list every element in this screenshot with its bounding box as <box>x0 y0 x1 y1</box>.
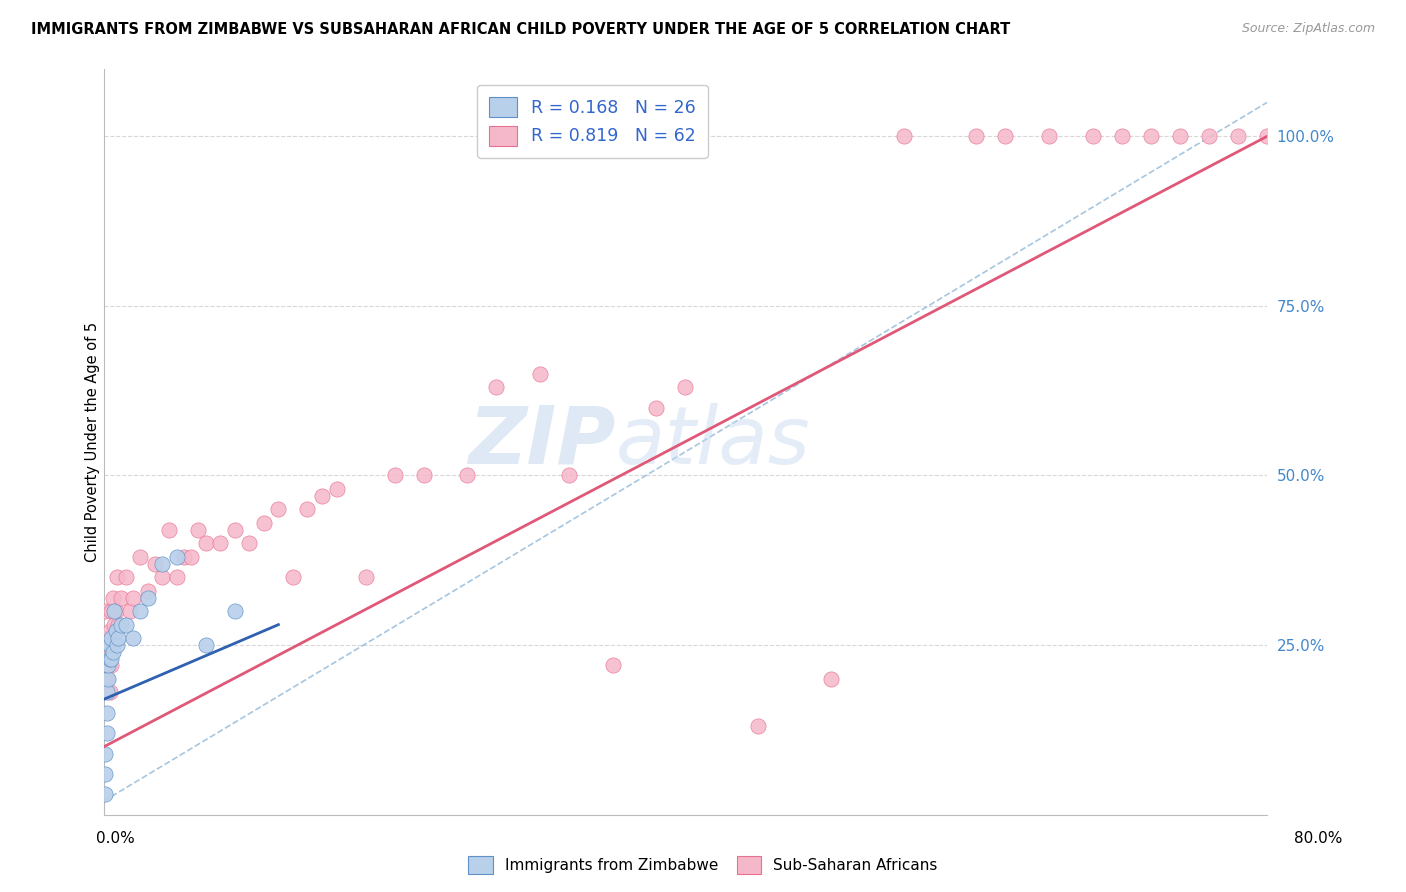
Point <box>224 523 246 537</box>
Point <box>166 570 188 584</box>
Point <box>105 638 128 652</box>
Point <box>98 638 121 652</box>
Text: 80.0%: 80.0% <box>1295 831 1343 846</box>
Point <box>98 624 121 639</box>
Point <box>893 129 915 144</box>
Point <box>104 604 127 618</box>
Point <box>297 502 319 516</box>
Text: 0.0%: 0.0% <box>96 831 135 846</box>
Point <box>101 591 124 605</box>
Point <box>143 557 166 571</box>
Point <box>1168 129 1191 144</box>
Point <box>100 604 122 618</box>
Point <box>96 672 118 686</box>
Point <box>1226 129 1249 144</box>
Point <box>675 380 697 394</box>
Point <box>529 367 551 381</box>
Text: IMMIGRANTS FROM ZIMBABWE VS SUBSAHARAN AFRICAN CHILD POVERTY UNDER THE AGE OF 5 : IMMIGRANTS FROM ZIMBABWE VS SUBSAHARAN A… <box>31 22 1010 37</box>
Point <box>97 672 120 686</box>
Y-axis label: Child Poverty Under the Age of 5: Child Poverty Under the Age of 5 <box>86 321 100 562</box>
Point <box>965 129 987 144</box>
Point <box>1081 129 1104 144</box>
Point <box>209 536 232 550</box>
Point <box>96 685 118 699</box>
Point <box>110 617 132 632</box>
Point <box>94 658 117 673</box>
Text: Source: ZipAtlas.com: Source: ZipAtlas.com <box>1241 22 1375 36</box>
Point <box>180 549 202 564</box>
Point <box>97 638 120 652</box>
Point <box>1256 129 1278 144</box>
Point <box>101 638 124 652</box>
Point <box>354 570 377 584</box>
Point <box>194 638 217 652</box>
Point <box>94 787 117 801</box>
Legend: Immigrants from Zimbabwe, Sub-Saharan Africans: Immigrants from Zimbabwe, Sub-Saharan Af… <box>463 850 943 880</box>
Point <box>311 489 333 503</box>
Point <box>1038 129 1060 144</box>
Point <box>105 570 128 584</box>
Point <box>253 516 276 530</box>
Point <box>100 631 122 645</box>
Point <box>187 523 209 537</box>
Point <box>110 591 132 605</box>
Point <box>96 706 118 720</box>
Point <box>747 719 769 733</box>
Point <box>98 685 121 699</box>
Point <box>412 468 434 483</box>
Point <box>97 658 120 673</box>
Legend: R = 0.168   N = 26, R = 0.819   N = 62: R = 0.168 N = 26, R = 0.819 N = 62 <box>477 85 707 158</box>
Point <box>122 631 145 645</box>
Point <box>129 604 152 618</box>
Text: ZIP: ZIP <box>468 402 616 481</box>
Point <box>136 591 159 605</box>
Point <box>96 726 118 740</box>
Point <box>100 651 122 665</box>
Point <box>325 482 347 496</box>
Point <box>98 651 121 665</box>
Point <box>150 570 173 584</box>
Point <box>558 468 581 483</box>
Text: atlas: atlas <box>616 402 810 481</box>
Point <box>194 536 217 550</box>
Point <box>136 583 159 598</box>
Point <box>157 523 180 537</box>
Point <box>238 536 260 550</box>
Point <box>100 658 122 673</box>
Point <box>224 604 246 618</box>
Point <box>120 604 142 618</box>
Point <box>485 380 508 394</box>
Point <box>1139 129 1161 144</box>
Point <box>820 672 842 686</box>
Point <box>150 557 173 571</box>
Point <box>101 645 124 659</box>
Point <box>456 468 478 483</box>
Point <box>94 747 117 761</box>
Point <box>129 549 152 564</box>
Point <box>994 129 1017 144</box>
Point <box>104 624 127 639</box>
Point <box>384 468 406 483</box>
Point <box>267 502 290 516</box>
Point <box>645 401 668 415</box>
Point <box>107 617 129 632</box>
Point <box>166 549 188 564</box>
Point <box>103 604 125 618</box>
Point <box>94 604 117 618</box>
Point <box>1198 129 1220 144</box>
Point <box>281 570 304 584</box>
Point <box>97 658 120 673</box>
Point <box>107 631 129 645</box>
Point <box>103 617 125 632</box>
Point <box>114 570 136 584</box>
Point <box>173 549 195 564</box>
Point <box>602 658 624 673</box>
Point <box>1111 129 1133 144</box>
Point <box>94 767 117 781</box>
Point <box>114 617 136 632</box>
Point <box>96 631 118 645</box>
Point <box>122 591 145 605</box>
